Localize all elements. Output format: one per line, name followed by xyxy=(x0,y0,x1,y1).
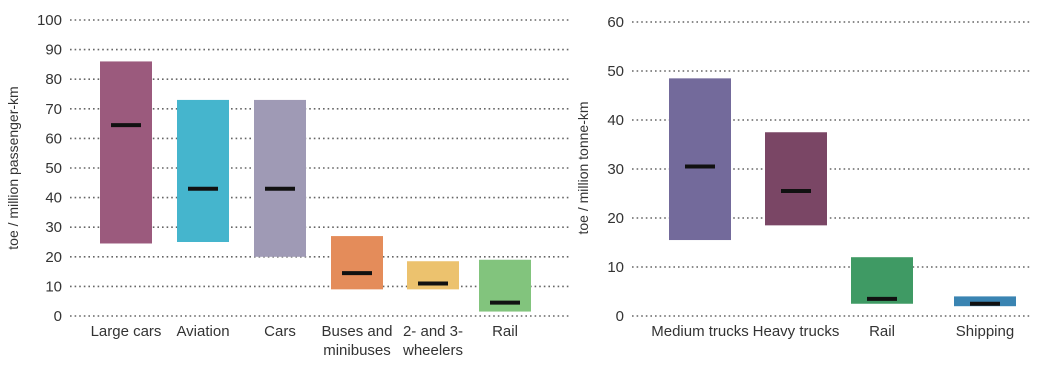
chart-2: 0 10 20 30 40 50 60 toe / million tonne-km Mediu… xyxy=(575,14,1030,340)
y-tick-label: 50 xyxy=(607,63,624,80)
y-tick-label: 30 xyxy=(45,219,62,236)
y-tick-label: 0 xyxy=(616,308,624,325)
category-label: Aviation xyxy=(176,323,229,340)
category-label: Rail xyxy=(869,323,895,340)
y-tick-label: 10 xyxy=(45,278,62,295)
range-bar xyxy=(765,132,827,226)
y-tick-label: 70 xyxy=(45,101,62,118)
y-tick-label: 100 xyxy=(37,12,62,29)
range-bar xyxy=(177,99,229,242)
category-label: 2- and 3- xyxy=(403,323,463,340)
range-bar xyxy=(851,257,913,304)
category-label: Medium trucks xyxy=(651,323,749,340)
y-tick-label: 0 xyxy=(54,308,62,325)
y-tick-label: 90 xyxy=(45,42,62,59)
range-bar xyxy=(331,236,383,290)
range-bar xyxy=(954,296,1016,307)
y-tick-label: 20 xyxy=(607,210,624,227)
range-bar xyxy=(100,61,152,244)
y-tick-label: 60 xyxy=(45,130,62,147)
category-label: Large cars xyxy=(91,323,162,340)
y-tick-label: 40 xyxy=(45,190,62,207)
y-tick-label: 40 xyxy=(607,112,624,129)
category-label: Buses and xyxy=(322,323,393,340)
category-label: Rail xyxy=(492,323,518,340)
y-tick-label: 10 xyxy=(607,259,624,276)
y-tick-label: 50 xyxy=(45,160,62,177)
y-axis-title: toe / million tonne-km xyxy=(575,101,591,234)
y-tick-label: 30 xyxy=(607,161,624,178)
range-bar xyxy=(254,99,306,257)
y-axis-title: toe / million passenger-km xyxy=(5,86,21,249)
chart-1: 0 10 20 30 40 50 60 70 80 90 100 toe / million pass… xyxy=(5,12,570,359)
category-label: Heavy trucks xyxy=(753,323,840,340)
y-tick-label: 20 xyxy=(45,249,62,266)
category-label: wheelers xyxy=(402,342,463,359)
category-label: minibuses xyxy=(323,342,391,359)
range-bar xyxy=(669,78,731,241)
y-tick-label: 60 xyxy=(607,14,624,31)
y-tick-label: 80 xyxy=(45,71,62,88)
category-label: Cars xyxy=(264,323,296,340)
category-label: Shipping xyxy=(956,323,1014,340)
